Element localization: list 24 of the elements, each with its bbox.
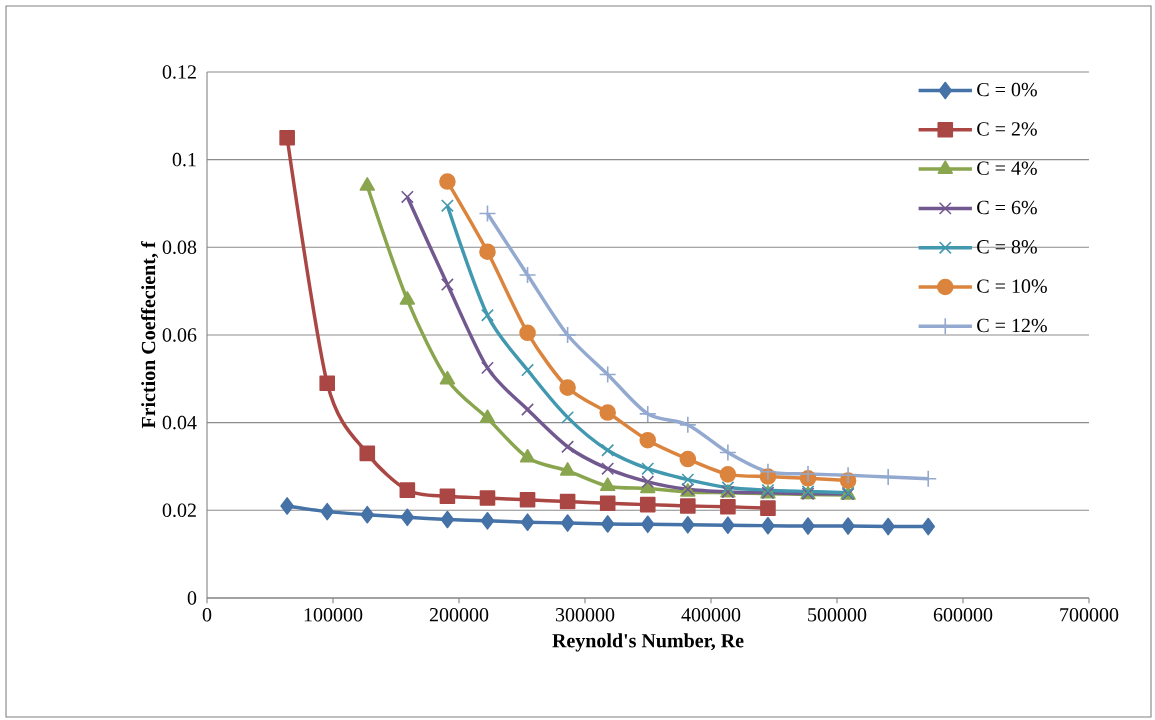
legend-label: C = 12% [977, 318, 1047, 333]
x-tick-label: 700000 [1060, 608, 1119, 622]
y-axis-title: Friction Coeffecient, f [140, 241, 159, 429]
x-tick-label: 300000 [555, 608, 615, 622]
x-tick-label: 400000 [681, 608, 741, 622]
legend-label: C = 8% [977, 240, 1037, 254]
legend-label: C = 6% [977, 200, 1037, 215]
x-tick-label: 200000 [429, 608, 489, 622]
legend-label: C = 10% [977, 279, 1047, 293]
y-tick-label: 0 [187, 591, 197, 605]
x-tick-label: 600000 [933, 608, 993, 622]
y-tick-label: 0.06 [162, 328, 197, 342]
y-tick-label: 0.08 [162, 240, 197, 255]
x-tick-label: 100000 [304, 608, 363, 622]
y-tick-label: 0.04 [162, 415, 197, 430]
y-tick-label: 0.1 [172, 152, 196, 167]
legend-label: C = 0% [977, 82, 1037, 97]
legend-label: C = 4% [977, 161, 1037, 176]
x-tick-label: 500000 [808, 608, 867, 622]
legend-label: C = 2% [977, 122, 1037, 136]
x-tick-label: 0 [202, 608, 212, 622]
y-tick-label: 0.12 [162, 65, 196, 79]
x-axis-title: Reynold's Number, Re [552, 633, 744, 652]
y-tick-label: 0.02 [162, 503, 196, 518]
